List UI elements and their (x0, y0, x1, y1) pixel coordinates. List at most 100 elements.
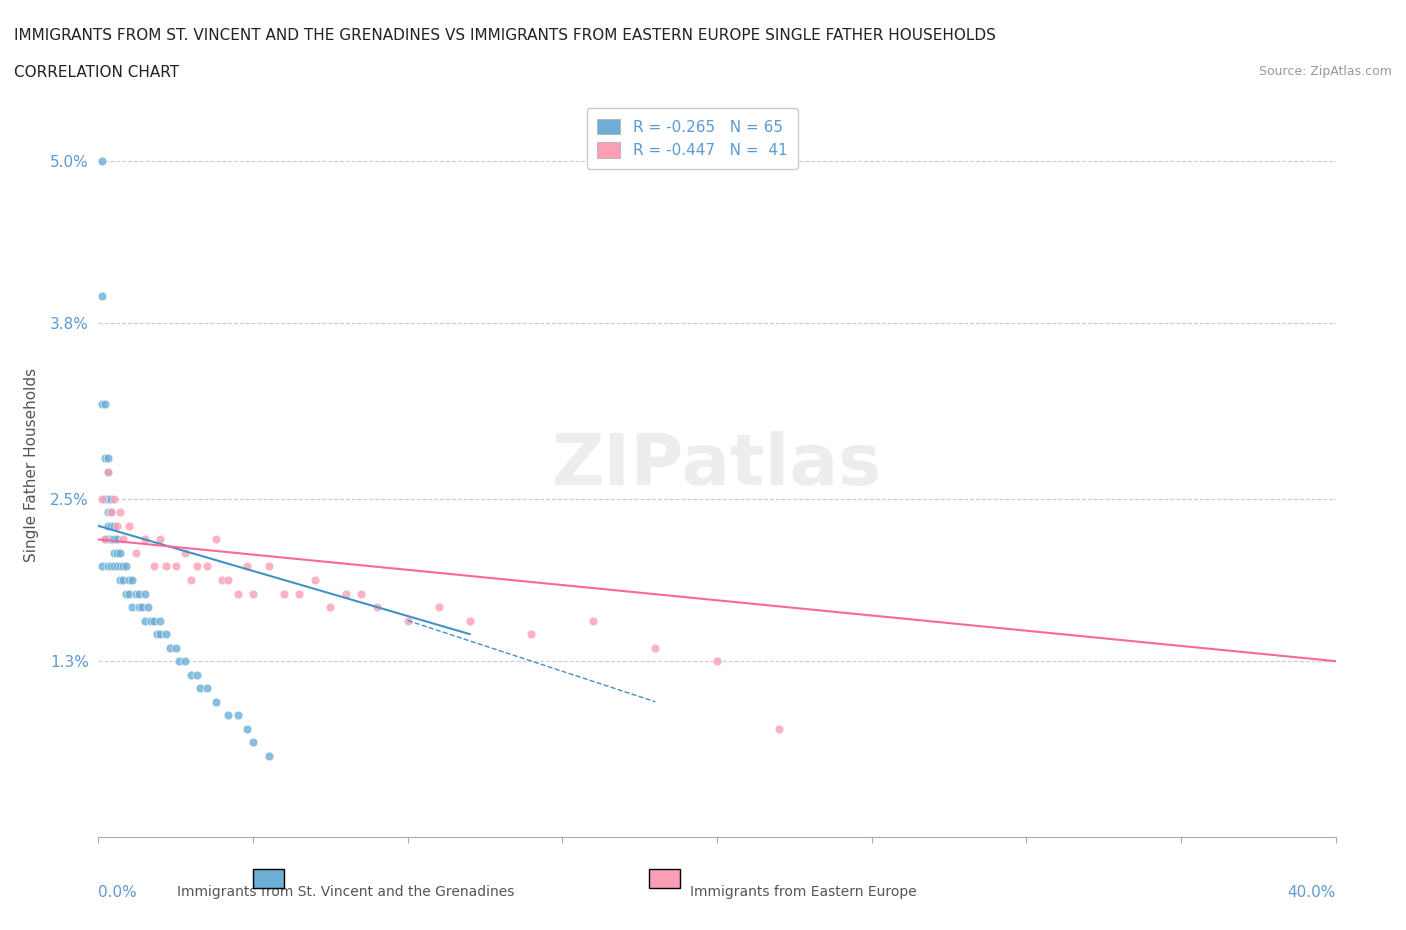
Point (186, 667, 208, 682)
Point (90, 559, 112, 574)
Point (205, 695, 228, 710)
Text: Immigrants from St. Vincent and the Grenadines: Immigrants from St. Vincent and the Gren… (177, 885, 515, 899)
Point (105, 559, 128, 574)
Text: IMMIGRANTS FROM ST. VINCENT AND THE GRENADINES VS IMMIGRANTS FROM EASTERN EUROPE: IMMIGRANTS FROM ST. VINCENT AND THE GREN… (14, 28, 995, 43)
Point (134, 532, 156, 547)
Point (100, 518, 122, 533)
Point (97, 518, 120, 533)
Point (90, 491, 112, 506)
Point (226, 586, 249, 601)
Point (350, 586, 373, 601)
Text: Immigrants from Eastern Europe: Immigrants from Eastern Europe (690, 885, 917, 899)
Point (146, 627, 169, 642)
Point (108, 573, 131, 588)
FancyBboxPatch shape (253, 869, 284, 887)
Point (118, 573, 141, 588)
Point (217, 708, 239, 723)
Point (186, 559, 208, 574)
Point (180, 573, 202, 588)
Point (105, 546, 128, 561)
Point (242, 735, 264, 750)
Y-axis label: Single Father Households: Single Father Households (24, 368, 39, 562)
Point (136, 600, 159, 615)
Point (458, 613, 481, 628)
Point (582, 613, 605, 628)
Point (134, 586, 156, 601)
Point (97, 532, 120, 547)
Point (644, 640, 666, 655)
Point (115, 559, 138, 574)
Point (195, 681, 218, 696)
Point (118, 586, 141, 601)
Point (103, 491, 125, 506)
Point (100, 491, 122, 506)
Point (180, 667, 202, 682)
Point (226, 708, 249, 723)
Point (118, 518, 141, 533)
Point (121, 600, 143, 615)
Point (273, 586, 295, 601)
Point (205, 532, 228, 547)
Point (124, 546, 146, 561)
Point (124, 586, 146, 601)
Point (149, 613, 172, 628)
Legend: R = -0.265   N = 65, R = -0.447   N =  41: R = -0.265 N = 65, R = -0.447 N = 41 (586, 108, 797, 169)
Point (155, 627, 177, 642)
Text: CORRELATION CHART: CORRELATION CHART (14, 65, 179, 80)
Point (93, 451, 115, 466)
Point (108, 546, 131, 561)
Text: 40.0%: 40.0% (1288, 885, 1336, 900)
Point (520, 627, 543, 642)
Point (134, 613, 156, 628)
Point (319, 600, 342, 615)
Point (706, 654, 728, 669)
Point (93, 491, 115, 506)
Point (396, 613, 419, 628)
Point (143, 613, 166, 628)
Point (335, 586, 357, 601)
Point (128, 600, 150, 615)
Point (143, 559, 166, 574)
Point (236, 559, 259, 574)
Point (159, 640, 181, 655)
Point (427, 600, 450, 615)
Point (97, 505, 120, 520)
Point (112, 532, 135, 547)
Point (93, 397, 115, 412)
Point (257, 559, 280, 574)
Point (97, 491, 120, 506)
Text: 0.0%: 0.0% (98, 885, 138, 900)
Point (288, 586, 311, 601)
Point (174, 654, 197, 669)
Point (108, 559, 131, 574)
Point (211, 573, 233, 588)
Point (165, 640, 187, 655)
Point (174, 546, 197, 561)
Point (90, 153, 112, 168)
Point (112, 573, 135, 588)
Point (103, 518, 125, 533)
Point (190, 681, 212, 696)
Point (90, 397, 112, 412)
Point (105, 532, 128, 547)
Point (165, 559, 187, 574)
Point (112, 559, 135, 574)
Text: Source: ZipAtlas.com: Source: ZipAtlas.com (1258, 65, 1392, 78)
Point (115, 586, 138, 601)
Point (304, 573, 326, 588)
FancyBboxPatch shape (650, 869, 681, 887)
Point (97, 464, 120, 479)
Point (100, 532, 122, 547)
Point (139, 613, 162, 628)
Point (195, 559, 218, 574)
Point (100, 505, 122, 520)
Point (103, 559, 125, 574)
Point (108, 505, 131, 520)
Point (103, 546, 125, 561)
Point (103, 532, 125, 547)
Point (257, 749, 280, 764)
Point (100, 559, 122, 574)
Point (155, 559, 177, 574)
Point (149, 627, 172, 642)
Point (128, 586, 150, 601)
